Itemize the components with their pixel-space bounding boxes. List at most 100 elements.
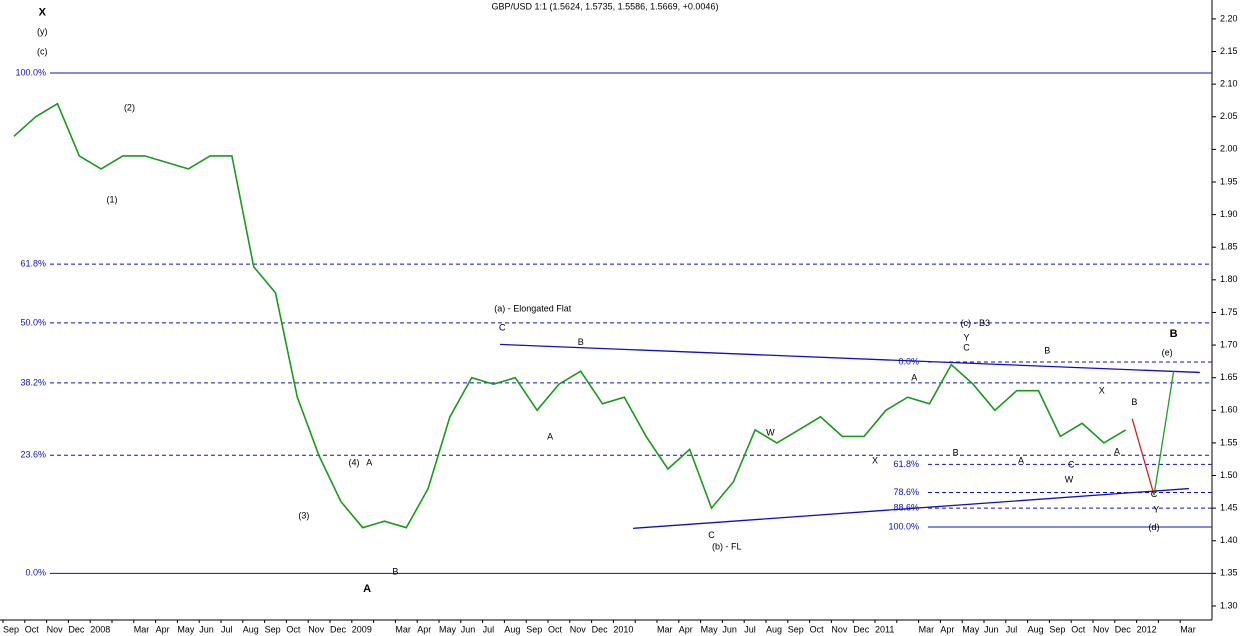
x-tick-label: Sep [1049, 624, 1065, 634]
y-tick-label: 1.70 [1220, 339, 1238, 349]
x-tick-label: Jul [744, 624, 756, 634]
x-tick-label: May [177, 624, 195, 634]
wave-label: (a) - Elongated Flat [494, 304, 572, 314]
fib-label: 88.6% [893, 503, 919, 513]
wave-label: (1) [107, 195, 118, 205]
x-tick-label: Jun [199, 624, 214, 634]
fib-label: 61.8% [893, 459, 919, 469]
wave-label: (d) [1149, 522, 1160, 532]
wave-label: B [953, 448, 959, 458]
x-tick-label: May [439, 624, 457, 634]
x-tick-label: Jul [1006, 624, 1018, 634]
x-tick-label: Mar [919, 624, 935, 634]
wave-label: A [363, 583, 371, 595]
wave-label: (c) [37, 47, 48, 57]
wave-label: C [499, 322, 506, 332]
wave-label: W [766, 427, 775, 437]
trendline [632, 487, 1189, 530]
x-tick-label: Jun [722, 624, 737, 634]
wave-label: (2) [124, 103, 135, 113]
x-tick-label: Jul [221, 624, 233, 634]
y-tick-label: 2.15 [1220, 46, 1238, 56]
wave-label: C [1068, 459, 1075, 469]
x-tick-label: Mar [657, 624, 673, 634]
wave-label: A [1114, 446, 1120, 456]
x-tick-label: Nov [308, 624, 325, 634]
x-tick-label: Aug [504, 624, 520, 634]
x-tick-label: Oct [810, 624, 825, 634]
x-tick-label: Aug [1028, 624, 1044, 634]
x-tick-label: 2010 [613, 624, 633, 634]
x-tick-label: Dec [68, 624, 85, 634]
x-tick-label: 2009 [352, 624, 372, 634]
price-line [13, 102, 1127, 529]
x-tick-label: Oct [1071, 624, 1086, 634]
wave-label: B [1044, 345, 1050, 355]
fib-label: 100.0% [888, 521, 919, 531]
fib-label: 50.0% [20, 317, 46, 327]
x-tick-label: Mar [134, 624, 150, 634]
x-tick-label: Sep [526, 624, 542, 634]
y-tick-label: 1.30 [1220, 600, 1238, 610]
y-tick-label: 2.10 [1220, 79, 1238, 89]
y-tick-label: 2.00 [1220, 144, 1238, 154]
wave-label: X [872, 456, 878, 466]
x-tick-label: Aug [766, 624, 782, 634]
x-tick-label: Sep [3, 624, 19, 634]
x-tick-label: 2008 [90, 624, 110, 634]
wave-label: Y [964, 332, 970, 342]
x-tick-label: Oct [25, 624, 40, 634]
x-tick-label: 2012 [1137, 624, 1157, 634]
x-tick-label: 2011 [875, 624, 894, 634]
x-tick-label: Apr [679, 624, 693, 634]
wave-label: (c) - B3 [961, 318, 991, 328]
wave-label: (e) [1162, 347, 1173, 357]
x-tick-label: May [701, 624, 719, 634]
y-tick-label: 1.90 [1220, 209, 1238, 219]
y-tick-label: 1.50 [1220, 470, 1238, 480]
y-tick-label: 1.45 [1220, 503, 1238, 513]
chart-title: GBP/USD 1:1 (1.5624, 1.5735, 1.5586, 1.5… [492, 1, 719, 11]
y-tick-label: 1.35 [1220, 568, 1238, 578]
y-tick-label: 2.05 [1220, 111, 1238, 121]
x-tick-label: Apr [417, 624, 431, 634]
x-tick-label: Dec [853, 624, 870, 634]
y-tick-label: 1.40 [1220, 535, 1238, 545]
wave-label: B [392, 566, 398, 576]
x-tick-label: Nov [47, 624, 64, 634]
fib-label: 61.8% [20, 259, 46, 269]
y-tick-label: 1.55 [1220, 437, 1238, 447]
y-tick-label: 1.75 [1220, 307, 1238, 317]
wave-label: A [911, 373, 917, 383]
trendline [1153, 371, 1175, 496]
fib-label: 0.0% [25, 568, 46, 578]
wave-label: B [578, 337, 584, 347]
x-tick-label: Dec [1115, 624, 1132, 634]
x-tick-label: Apr [940, 624, 954, 634]
wave-label: C [963, 343, 970, 353]
y-tick-label: 1.85 [1220, 242, 1238, 252]
wave-label: (b) - FL [712, 542, 742, 552]
x-tick-label: Dec [330, 624, 347, 634]
wave-label: (3) [298, 510, 309, 520]
y-tick-label: 2.20 [1220, 13, 1238, 23]
x-tick-label: Sep [788, 624, 804, 634]
x-tick-label: Aug [243, 624, 259, 634]
x-tick-label: Sep [265, 624, 281, 634]
wave-label: A [1018, 456, 1024, 466]
x-tick-label: Dec [592, 624, 609, 634]
x-tick-label: Jun [461, 624, 476, 634]
wave-label: (y) [37, 26, 48, 36]
x-tick-label: Nov [1093, 624, 1110, 634]
wave-label: C [1151, 489, 1158, 499]
wave-label: B [1170, 328, 1178, 340]
wave-label: W [1065, 474, 1074, 484]
wave-label: X [1099, 386, 1105, 396]
fib-label: 100.0% [15, 67, 46, 77]
wave-label: A [366, 457, 372, 467]
wave-label: Y [1153, 504, 1159, 514]
trendline [500, 343, 1200, 374]
y-tick-label: 1.80 [1220, 274, 1238, 284]
